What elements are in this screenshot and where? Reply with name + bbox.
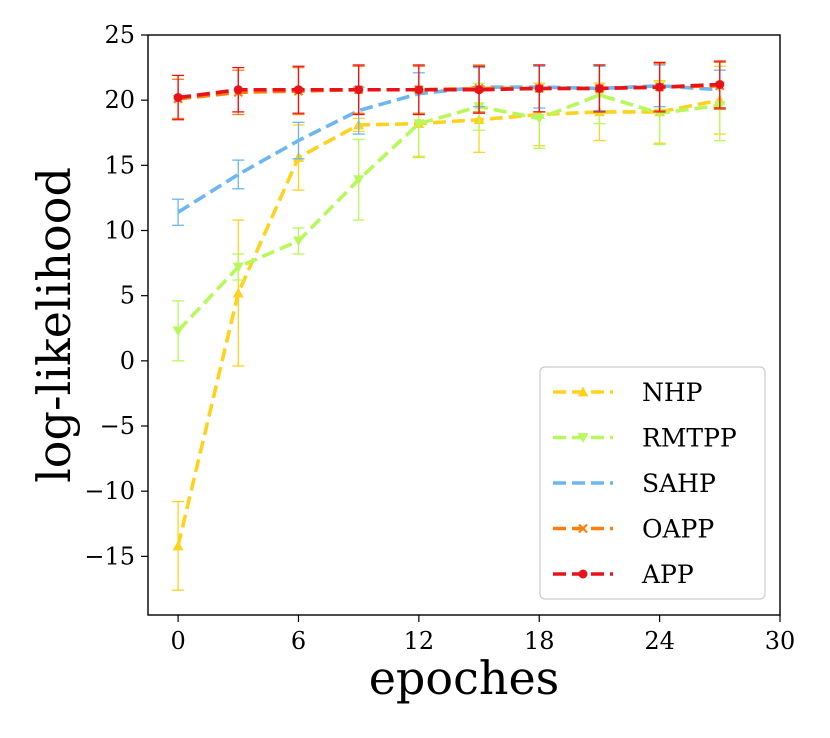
y-tick-label: −15: [84, 542, 135, 570]
y-tick-label: 15: [104, 151, 135, 179]
x-tick-label: 12: [404, 627, 435, 655]
data-point: [534, 83, 544, 93]
x-tick-label: 30: [765, 627, 796, 655]
series-line: [177, 84, 720, 214]
data-point: [354, 85, 364, 95]
series-app: [172, 60, 726, 121]
data-point: [414, 85, 424, 95]
y-tick-label: −10: [84, 477, 135, 505]
data-point: [413, 119, 425, 130]
data-point: [594, 83, 604, 93]
series-line: [176, 98, 721, 547]
legend-label: RMTPP: [642, 424, 737, 453]
legend-item-nhp: NHP: [553, 378, 703, 407]
x-tick-label: 18: [524, 627, 555, 655]
legend-frame: [539, 366, 766, 600]
data-point: [173, 93, 183, 103]
y-tick-label: 25: [104, 21, 135, 49]
legend-marker: [577, 386, 589, 397]
legend-label: SAHP: [642, 469, 716, 498]
series-line: [176, 93, 721, 333]
x-tick-label: 0: [170, 627, 185, 655]
data-point: [233, 85, 243, 95]
legend-item-rmtpp: RMTPP: [553, 424, 737, 453]
data-point: [474, 85, 484, 95]
legend-item-oapp: OAPP: [553, 515, 714, 544]
legend-label: NHP: [642, 378, 703, 407]
data-point: [172, 540, 184, 551]
data-point: [172, 326, 184, 337]
data-point: [715, 80, 725, 90]
y-tick-label: −5: [100, 412, 135, 440]
data-point: [232, 262, 244, 273]
x-axis-title: epoches: [369, 651, 560, 705]
legend-marker: [578, 523, 588, 534]
y-tick-label: 10: [104, 217, 135, 245]
data-point: [353, 175, 365, 186]
legend-marker: [578, 569, 588, 579]
y-axis-title: log-likelihood: [27, 167, 81, 483]
y-tick-label: 20: [104, 86, 135, 114]
data-point: [533, 114, 545, 124]
plot-frame: [147, 34, 781, 616]
data-point: [232, 287, 244, 298]
legend-marker: [577, 433, 589, 443]
y-tick-label: 5: [120, 282, 135, 310]
data-point: [293, 85, 303, 95]
x-tick-label: 6: [291, 627, 306, 655]
legend-label: OAPP: [642, 515, 714, 544]
legend-label: APP: [641, 560, 694, 589]
data-point: [292, 236, 304, 247]
x-tick-label: 24: [644, 627, 675, 655]
y-tick-label: 0: [120, 347, 135, 375]
legend: NHP RMTPP SAHP OAPP APP: [539, 366, 766, 600]
data-point: [655, 82, 665, 92]
series-line: [177, 82, 720, 100]
legend-item-app: APP: [553, 560, 694, 589]
legend-item-sahp: SAHP: [553, 469, 716, 498]
